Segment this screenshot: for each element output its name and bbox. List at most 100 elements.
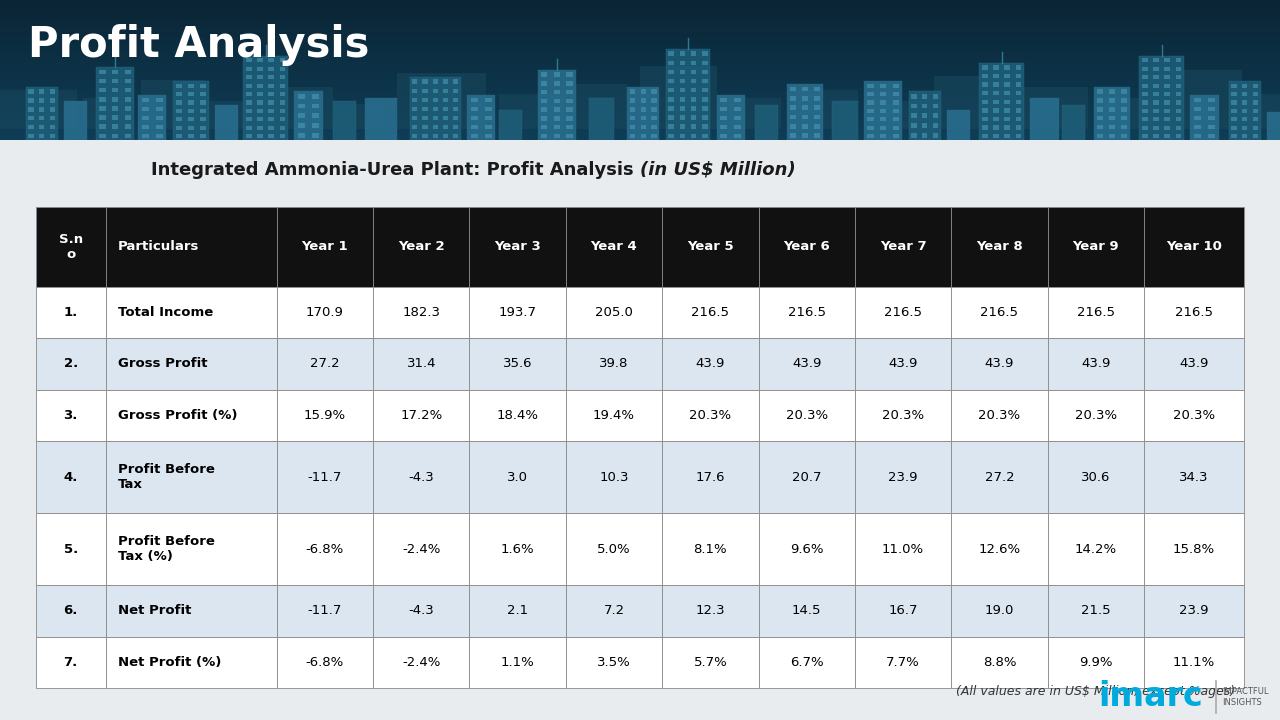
Bar xyxy=(333,101,356,140)
Text: -11.7: -11.7 xyxy=(307,471,342,484)
Bar xyxy=(453,125,458,129)
Bar xyxy=(470,585,566,636)
Bar xyxy=(142,98,148,102)
Bar xyxy=(0,28,1280,30)
Bar xyxy=(64,101,87,140)
Bar xyxy=(499,109,522,140)
Text: 182.3: 182.3 xyxy=(402,306,440,319)
Bar xyxy=(868,109,874,113)
Bar xyxy=(1165,92,1170,96)
Bar xyxy=(1253,100,1258,104)
Text: 43.9: 43.9 xyxy=(984,357,1014,371)
Bar xyxy=(1015,117,1021,121)
Text: 34.3: 34.3 xyxy=(1179,471,1208,484)
Text: 19.0: 19.0 xyxy=(984,605,1014,618)
Bar xyxy=(540,116,548,121)
Bar xyxy=(540,125,548,130)
Bar xyxy=(142,107,148,111)
Bar xyxy=(1253,109,1258,113)
Bar xyxy=(794,90,858,129)
Bar xyxy=(0,0,1280,1)
Bar xyxy=(1242,134,1248,138)
Bar xyxy=(246,117,252,122)
Bar xyxy=(814,133,820,138)
Bar xyxy=(790,133,796,138)
Bar xyxy=(422,107,428,111)
Bar xyxy=(1110,107,1115,112)
Text: -4.3: -4.3 xyxy=(408,471,434,484)
Bar xyxy=(893,100,899,104)
Bar xyxy=(1110,125,1115,130)
Bar xyxy=(1267,112,1280,140)
Bar xyxy=(36,287,105,338)
Bar xyxy=(28,116,33,120)
Bar xyxy=(576,84,627,129)
Bar xyxy=(312,123,319,128)
Bar xyxy=(246,92,252,96)
Text: 20.7: 20.7 xyxy=(792,471,822,484)
Bar xyxy=(276,585,372,636)
Bar xyxy=(730,99,781,129)
Bar xyxy=(993,66,998,70)
Text: 43.9: 43.9 xyxy=(1179,357,1208,371)
Bar xyxy=(982,74,988,78)
Bar xyxy=(100,125,106,129)
Bar xyxy=(0,109,1280,111)
Bar xyxy=(96,68,134,140)
Bar xyxy=(982,83,988,87)
Bar xyxy=(630,125,635,130)
Bar xyxy=(1110,116,1115,120)
Text: 30.6: 30.6 xyxy=(1082,471,1111,484)
Bar xyxy=(1101,99,1152,129)
Text: 2.1: 2.1 xyxy=(507,605,529,618)
Text: Year 8: Year 8 xyxy=(977,240,1023,253)
Bar xyxy=(951,338,1047,390)
Bar xyxy=(269,84,274,88)
Bar xyxy=(0,7,1280,9)
Bar xyxy=(668,70,675,74)
Bar xyxy=(540,107,548,112)
Bar xyxy=(1047,441,1144,513)
Bar xyxy=(832,101,858,140)
Bar xyxy=(735,107,741,111)
Bar xyxy=(652,98,657,103)
Bar xyxy=(554,134,561,138)
Bar xyxy=(279,75,285,79)
Bar xyxy=(28,107,33,112)
Text: 1.1%: 1.1% xyxy=(500,656,535,669)
Bar xyxy=(1005,91,1010,95)
Bar xyxy=(759,390,855,441)
Bar xyxy=(1005,83,1010,87)
Text: 1.: 1. xyxy=(64,306,78,319)
Bar xyxy=(175,117,182,122)
Bar xyxy=(540,134,548,138)
Bar xyxy=(735,125,741,129)
Bar xyxy=(721,107,727,111)
Bar xyxy=(691,60,696,65)
Text: 216.5: 216.5 xyxy=(980,306,1019,319)
Bar xyxy=(759,636,855,688)
Text: 8.8%: 8.8% xyxy=(983,656,1016,669)
Bar xyxy=(0,83,1280,84)
Text: 35.6: 35.6 xyxy=(503,357,532,371)
Bar xyxy=(453,97,458,102)
Bar xyxy=(0,49,1280,50)
Bar xyxy=(175,134,182,138)
Bar xyxy=(0,62,1280,63)
Bar xyxy=(113,70,119,74)
Text: 43.9: 43.9 xyxy=(888,357,918,371)
Bar xyxy=(566,116,573,121)
Bar xyxy=(100,70,106,74)
Bar xyxy=(566,99,573,103)
Bar xyxy=(453,107,458,111)
Bar xyxy=(0,52,1280,53)
Bar xyxy=(630,107,635,112)
Bar xyxy=(0,55,1280,56)
Bar xyxy=(105,441,276,513)
Bar xyxy=(1153,75,1158,79)
Bar xyxy=(1208,107,1215,111)
Bar xyxy=(951,207,1047,287)
Bar xyxy=(881,109,886,113)
Text: 3.: 3. xyxy=(64,409,78,422)
Bar xyxy=(1015,99,1021,104)
